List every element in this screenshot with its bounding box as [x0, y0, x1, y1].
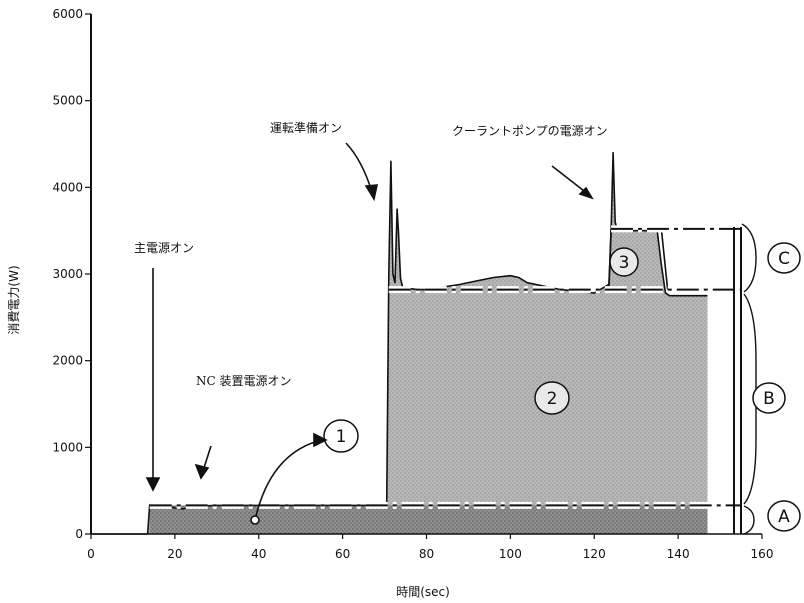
- y-tick-label: 6000: [52, 7, 83, 21]
- right-brackets: [733, 223, 757, 535]
- arrow-label-1: [250, 432, 328, 525]
- x-tick-label: 100: [499, 547, 522, 561]
- svg-text:1: 1: [336, 427, 347, 447]
- baseline-power-band: [149, 505, 708, 534]
- power-area-fill: [91, 152, 708, 534]
- arrow-coolant: [551, 165, 594, 200]
- x-tick-label: 0: [87, 547, 95, 561]
- x-tick-label: 160: [751, 547, 774, 561]
- x-tick-label: 120: [583, 547, 606, 561]
- x-tick-label: 80: [419, 547, 434, 561]
- annotation-operation-ready: 運転準備オン: [270, 120, 342, 135]
- annotation-nc-power-on: NC 装置電源オン: [196, 374, 292, 388]
- bracket-c: [741, 223, 757, 293]
- y-ticks: 0 1000 2000 3000 4000 5000 6000: [52, 7, 91, 541]
- area-layer: [91, 151, 708, 535]
- arrow-main-power: [145, 268, 161, 492]
- svg-text:C: C: [778, 249, 790, 269]
- x-tick-label: 20: [167, 547, 182, 561]
- x-tick-label: 40: [251, 547, 266, 561]
- circle-label-a: A: [767, 500, 801, 532]
- y-tick-label: 4000: [52, 180, 83, 194]
- annotation-coolant-pump-on: クーラントポンプの電源オン: [452, 124, 608, 138]
- y-tick-label: 0: [75, 527, 83, 541]
- x-tick-label: 60: [335, 547, 350, 561]
- y-tick-label: 2000: [52, 354, 83, 368]
- svg-text:B: B: [763, 389, 775, 409]
- bracket-a: [743, 505, 755, 535]
- circle-label-b: B: [752, 382, 786, 414]
- circle-label-1: 1: [323, 419, 359, 453]
- circle-label-2: 2: [534, 381, 570, 415]
- annotation-main-power-on: 主電源オン: [134, 241, 194, 255]
- annotation-arrows: [145, 142, 594, 525]
- x-axis-title: 時間(sec): [396, 585, 450, 599]
- circle-label-3: 3: [609, 247, 639, 277]
- svg-text:A: A: [778, 507, 790, 527]
- y-tick-label: 1000: [52, 440, 83, 454]
- x-ticks: 0 20 40 60 80 100 120 140 160: [87, 534, 773, 561]
- circle-label-c: C: [767, 242, 801, 274]
- reference-lines: [149, 225, 742, 509]
- arrow-operation-ready: [345, 142, 379, 202]
- svg-text:2: 2: [547, 389, 558, 409]
- x-tick-label: 140: [667, 547, 690, 561]
- y-tick-label: 3000: [52, 267, 83, 281]
- arrow-nc-power: [194, 445, 212, 480]
- y-tick-label: 5000: [52, 94, 83, 108]
- svg-text:3: 3: [619, 253, 630, 273]
- y-axis-title: 消費電力(W): [6, 265, 21, 334]
